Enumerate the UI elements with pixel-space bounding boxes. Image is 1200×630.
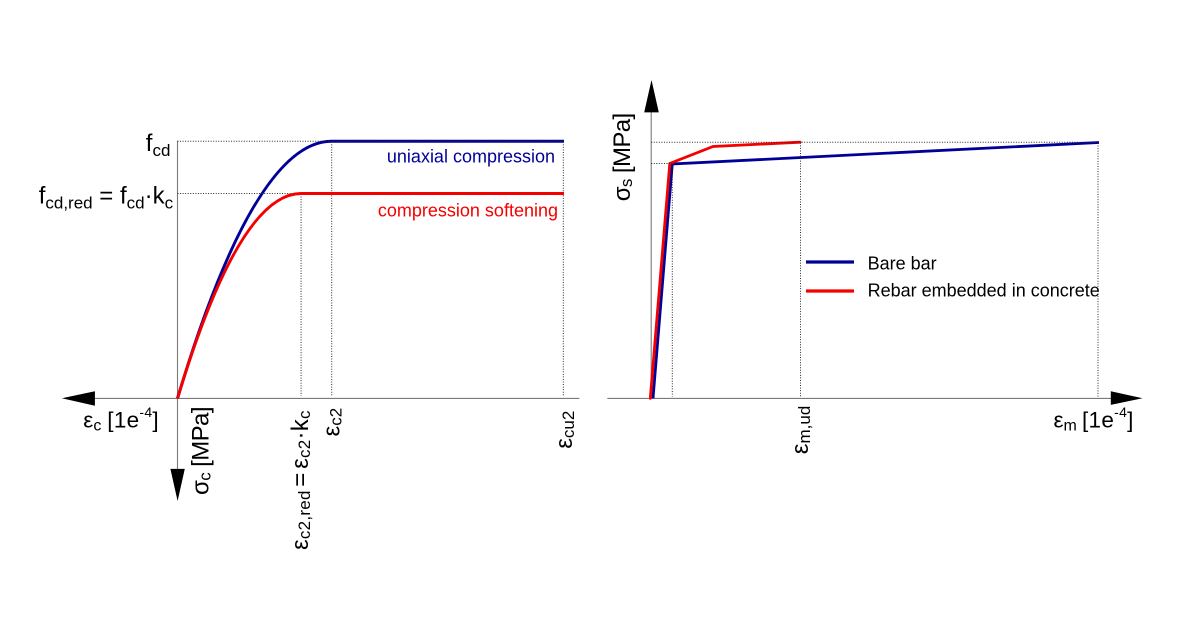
- svg-text:compression softening: compression softening: [378, 200, 558, 220]
- svg-text:fcd,red = fcd·kc: fcd,red = fcd·kc: [39, 182, 174, 212]
- svg-text:σs [MPa]: σs [MPa]: [609, 113, 636, 202]
- svg-text:Bare bar: Bare bar: [868, 253, 937, 273]
- svg-text:Rebar embedded in concrete: Rebar embedded in concrete: [868, 280, 1100, 300]
- svg-text:εc2,red = εc2·kc: εc2,red = εc2·kc: [287, 410, 314, 550]
- svg-text:εc2: εc2: [319, 408, 346, 437]
- svg-text:σc [MPa]: σc [MPa]: [188, 407, 215, 496]
- svg-text:uniaxial compression: uniaxial compression: [387, 146, 555, 166]
